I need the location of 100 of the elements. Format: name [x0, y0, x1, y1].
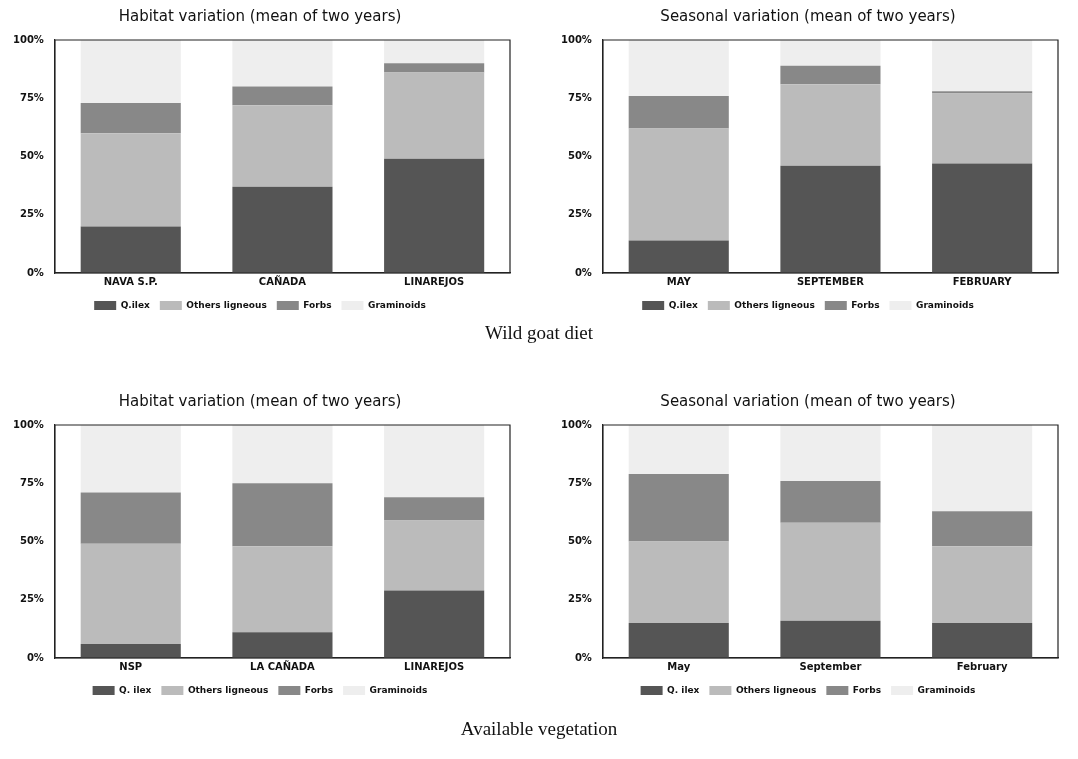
bar [80, 40, 181, 103]
legend-label: Q. ilex [119, 684, 152, 695]
bar [932, 93, 1033, 164]
y-tick-label: 75% [19, 91, 44, 103]
y-tick-label: 25% [567, 593, 592, 605]
bar [384, 63, 485, 73]
bar [780, 480, 881, 523]
legend-label: Others ligneous [186, 299, 267, 310]
y-tick-label: 25% [567, 208, 592, 220]
x-tick-label: LA CAÑADA [250, 659, 316, 672]
bar [384, 497, 485, 521]
bar [780, 522, 881, 621]
legend-label: Forbs [304, 684, 334, 695]
bar [628, 541, 729, 624]
legend-label: Forbs [303, 299, 332, 310]
bar [232, 86, 333, 106]
y-tick-label: 75% [19, 476, 44, 488]
y-tick-label: 0% [26, 266, 44, 278]
y-tick-label: 50% [19, 535, 44, 547]
bar [80, 133, 181, 227]
legend-label: Forbs [851, 299, 880, 310]
x-tick-label: CAÑADA [258, 274, 307, 287]
bar [80, 102, 181, 134]
x-tick-label: May [667, 660, 691, 672]
bar [232, 105, 333, 187]
legend-label: Graminoids [369, 684, 428, 695]
legend-label: Graminoids [367, 299, 426, 310]
y-tick-label: 0% [26, 651, 44, 663]
bar [384, 158, 485, 273]
bar [232, 483, 333, 547]
bar [232, 40, 333, 87]
bar [628, 623, 729, 658]
x-tick-label: LINAREJOS [404, 660, 465, 672]
x-tick-label: FEBRUARY [952, 275, 1013, 287]
legend-label: Forbs [852, 684, 882, 695]
bar [80, 425, 181, 493]
legend-label: Others ligneous [735, 684, 817, 695]
bar [780, 165, 881, 273]
chart-title: Habitat variation (mean of two years) [118, 6, 402, 25]
y-tick-label: 50% [567, 535, 592, 547]
legend-label: Graminoids [917, 684, 976, 695]
x-tick-label: MAY [666, 275, 692, 287]
bar [384, 520, 485, 591]
y-tick-label: 50% [19, 150, 44, 162]
y-tick-label: 25% [19, 593, 44, 605]
legend-label: Graminoids [915, 299, 974, 310]
bar [232, 186, 333, 273]
bar [932, 546, 1033, 624]
legend-label: Others ligneous [187, 684, 269, 695]
bar [384, 72, 485, 159]
bar [780, 620, 881, 658]
legend-label: Q.ilex [668, 299, 699, 310]
bar [384, 425, 485, 498]
chart-title: Seasonal variation (mean of two years) [660, 391, 956, 410]
bar [932, 425, 1033, 512]
bar [232, 425, 333, 484]
x-tick-label: NAVA S.P. [103, 275, 158, 287]
bar [932, 40, 1033, 92]
bar [780, 40, 881, 66]
x-tick-label: NSP [119, 660, 143, 672]
x-tick-label: September [799, 660, 862, 672]
bar [80, 644, 181, 658]
legend-label: Others ligneous [734, 299, 815, 310]
bar [628, 425, 729, 474]
bar [628, 95, 729, 129]
y-tick-label: 25% [19, 208, 44, 220]
bar [628, 240, 729, 273]
bar [932, 511, 1033, 547]
y-tick-label: 100% [560, 418, 592, 430]
bar [232, 546, 333, 633]
y-tick-label: 75% [567, 476, 592, 488]
bar [780, 84, 881, 166]
text: Available vegetation [459, 718, 619, 740]
y-tick-label: 0% [574, 651, 592, 663]
bar [932, 91, 1033, 94]
legend-label: Q. ilex [667, 684, 700, 695]
bar [80, 226, 181, 273]
bar [628, 473, 729, 542]
bar [628, 128, 729, 241]
bar [80, 543, 181, 645]
y-tick-label: 50% [567, 150, 592, 162]
legend-label: Q.ilex [120, 299, 151, 310]
bar [384, 40, 485, 64]
bar [932, 163, 1033, 273]
y-tick-label: 100% [560, 33, 592, 45]
bar [80, 492, 181, 544]
y-tick-label: 0% [574, 266, 592, 278]
chart-title: Seasonal variation (mean of two years) [660, 6, 956, 25]
text: Wild goat diet [484, 322, 594, 344]
bar [628, 40, 729, 96]
x-tick-label: February [956, 660, 1008, 672]
bar [232, 632, 333, 658]
bar [780, 425, 881, 481]
y-tick-label: 100% [12, 33, 44, 45]
y-tick-label: 100% [12, 418, 44, 430]
bar [932, 623, 1033, 658]
chart-title: Habitat variation (mean of two years) [118, 391, 402, 410]
x-tick-label: LINAREJOS [404, 275, 465, 287]
x-tick-label: SEPTEMBER [796, 275, 865, 287]
bar [780, 65, 881, 85]
